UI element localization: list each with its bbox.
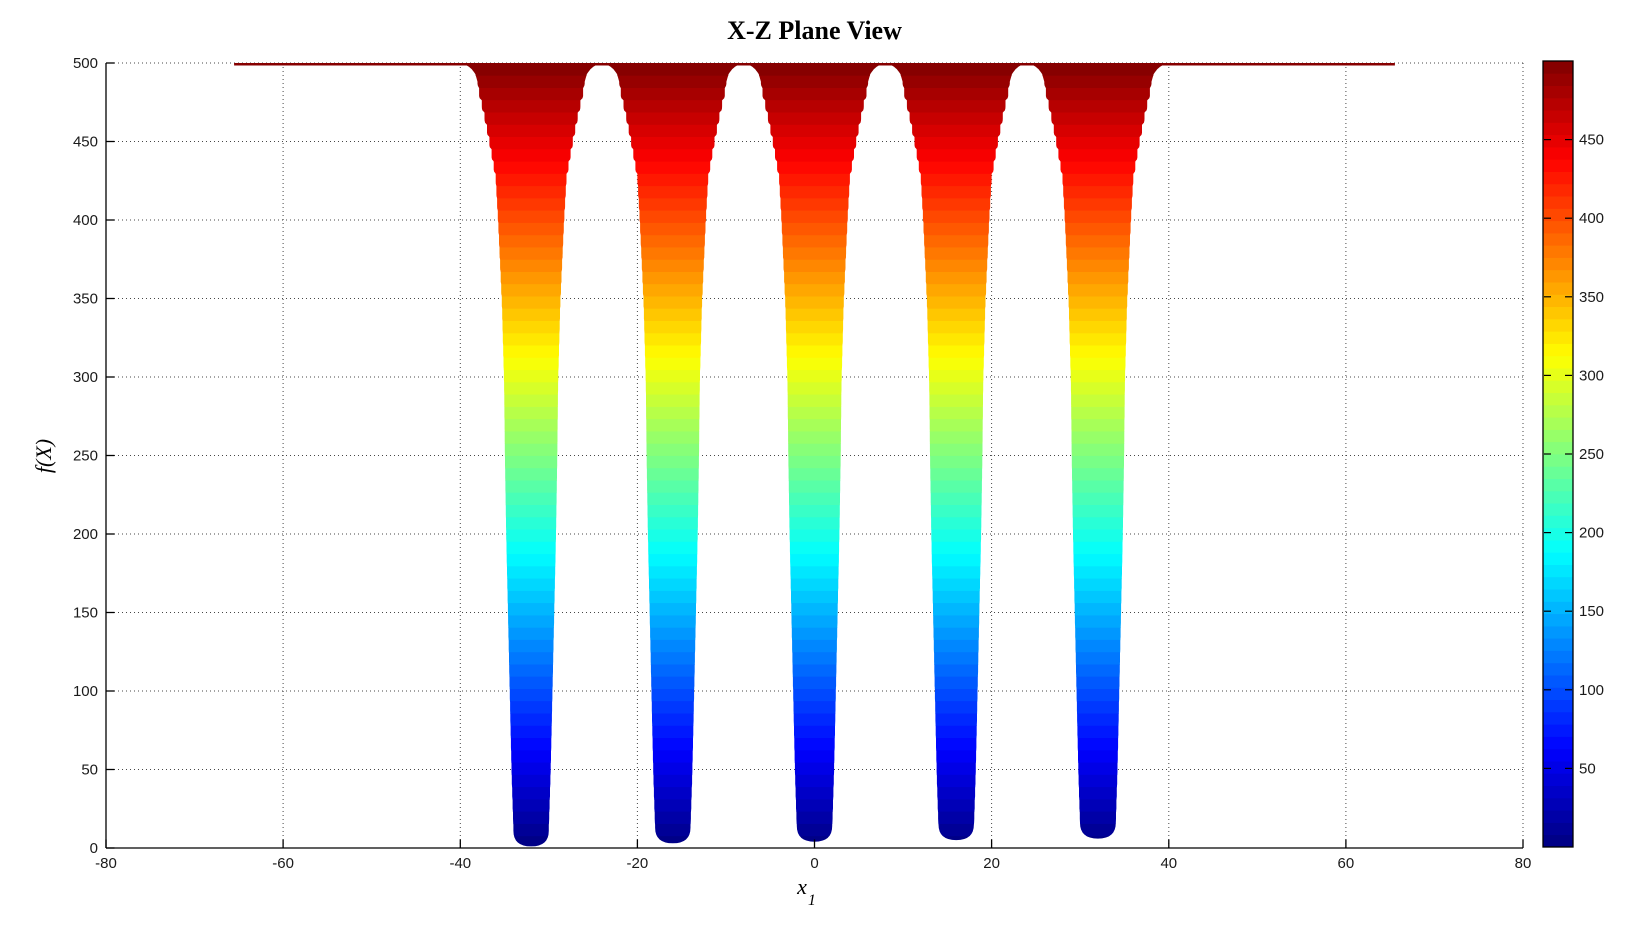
svg-text:40: 40: [1160, 855, 1177, 872]
svg-text:0: 0: [90, 840, 98, 857]
svg-text:-60: -60: [272, 855, 294, 872]
chart-title: X-Z Plane View: [727, 16, 902, 45]
colorbar: 50 100 150 200 250 300 350 400 450: [1542, 60, 1604, 848]
svg-text:0: 0: [810, 855, 818, 872]
svg-text:60: 60: [1338, 855, 1355, 872]
svg-text:250: 250: [1579, 446, 1604, 463]
x-axis-label-base: x: [797, 874, 807, 899]
svg-text:300: 300: [73, 369, 98, 386]
y-tick-labels: 0 50 100 150 200 250 300 350 400 450 500: [73, 55, 98, 857]
x-axis-label: x1: [797, 874, 816, 909]
svg-text:250: 250: [73, 448, 98, 465]
svg-text:150: 150: [1579, 603, 1604, 620]
svg-text:500: 500: [73, 55, 98, 72]
svg-text:50: 50: [81, 762, 98, 779]
surface-bands: [234, 63, 1395, 847]
svg-text:-40: -40: [449, 855, 471, 872]
svg-text:150: 150: [73, 605, 98, 622]
svg-text:400: 400: [1579, 210, 1604, 227]
svg-text:100: 100: [1579, 682, 1604, 699]
svg-text:50: 50: [1579, 760, 1596, 777]
svg-text:200: 200: [1579, 525, 1604, 542]
y-axis-label: f(X): [31, 438, 56, 474]
svg-text:300: 300: [1579, 367, 1604, 384]
x-tick-labels: -80 -60 -40 -20 0 20 40 60 80: [95, 855, 1531, 872]
svg-text:200: 200: [73, 526, 98, 543]
svg-text:-80: -80: [95, 855, 117, 872]
svg-text:-20: -20: [627, 855, 649, 872]
svg-text:80: 80: [1515, 855, 1532, 872]
axes: [105, 62, 1524, 849]
svg-text:450: 450: [73, 134, 98, 151]
colorbar-tick-labels: 50 100 150 200 250 300 350 400 450: [1579, 132, 1604, 778]
svg-text:400: 400: [73, 212, 98, 229]
svg-text:20: 20: [983, 855, 1000, 872]
svg-text:350: 350: [73, 291, 98, 308]
svg-text:350: 350: [1579, 289, 1604, 306]
svg-text:450: 450: [1579, 132, 1604, 149]
svg-text:100: 100: [73, 683, 98, 700]
x-axis-label-subscript: 1: [807, 892, 816, 910]
